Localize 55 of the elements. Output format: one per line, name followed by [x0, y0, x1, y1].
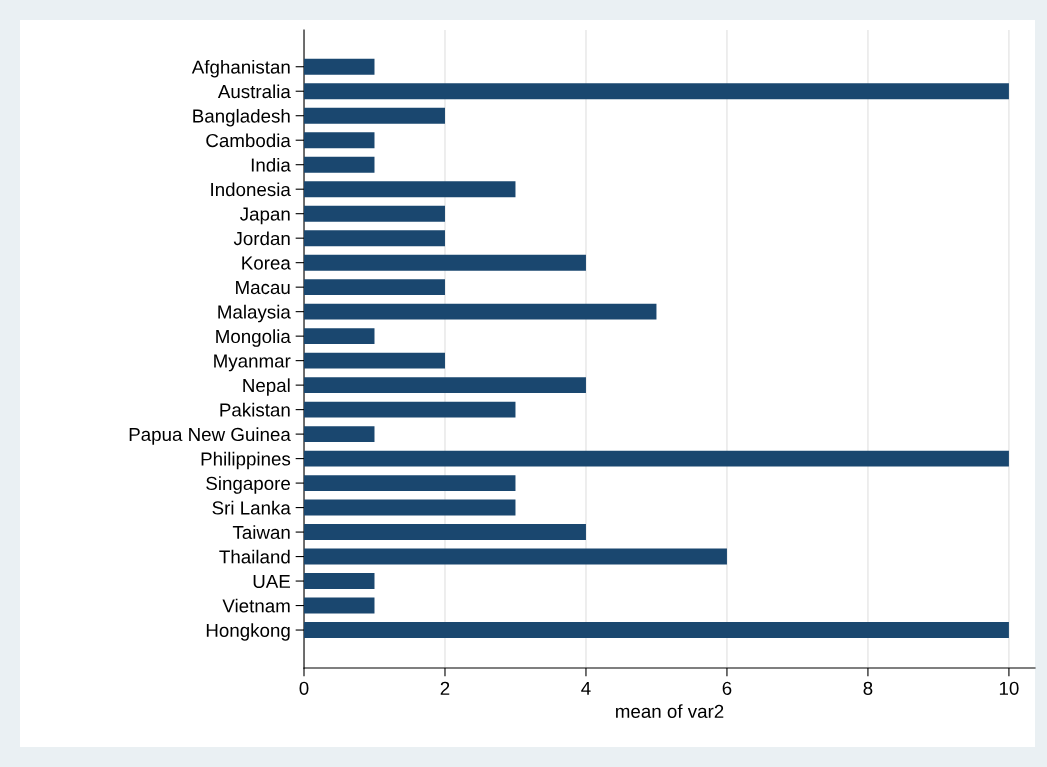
y-tick-label: Japan [240, 207, 290, 225]
bar [304, 303, 657, 320]
y-tick-label: Pakistan [220, 402, 290, 417]
x-tick-label: 0 [299, 681, 309, 695]
bar [304, 573, 375, 590]
y-tick-label: Australia [217, 84, 291, 99]
x-tick-label: 8 [863, 681, 873, 695]
y-tick-label: Philippines [201, 451, 291, 470]
bar [304, 205, 445, 222]
y-tick-label: Mongolia [216, 329, 291, 347]
bar [304, 548, 727, 565]
y-tick-label: Papua New Guinea [129, 427, 291, 445]
bar [304, 622, 1009, 638]
y-tick-label: Macau [236, 281, 290, 295]
y-tick-label: Myanmar [214, 354, 291, 372]
y-tick-label: Vietnam [222, 598, 290, 613]
bar [304, 156, 375, 173]
y-tick-label: Sri Lanka [212, 500, 291, 515]
bar [304, 230, 445, 247]
y-tick-label: Jordan [233, 231, 290, 246]
bar [304, 328, 375, 345]
y-tick-label: Hongkong [206, 623, 290, 641]
bar [304, 279, 445, 296]
y-tick-label: Singapore [206, 476, 290, 494]
y-tick-label: UAE [253, 574, 290, 589]
x-tick-label: 10 [999, 681, 1019, 695]
y-tick-label: Nepal [243, 378, 290, 396]
x-tick-label: 6 [722, 681, 732, 695]
bar [304, 401, 516, 418]
bar [304, 377, 586, 394]
y-tick-label: Indonesia [211, 182, 291, 197]
bar [304, 132, 375, 149]
y-tick-label: India [251, 157, 291, 172]
y-tick-label: Korea [242, 256, 291, 270]
x-tick-label: 4 [581, 681, 591, 695]
bar [304, 597, 375, 614]
bar [304, 475, 516, 492]
x-tick-label: 2 [440, 681, 450, 695]
y-tick-label: Afghanistan [191, 59, 290, 78]
bar [304, 181, 516, 198]
bar [304, 58, 375, 75]
bar [304, 254, 586, 271]
bar [304, 352, 445, 369]
bar [304, 450, 1009, 467]
bar [304, 107, 445, 124]
bar [304, 83, 1009, 100]
y-tick-label: Bangladesh [193, 108, 290, 127]
y-tick-label: Thailand [219, 549, 290, 564]
y-tick-label: Malaysia [218, 304, 291, 323]
bar [304, 426, 375, 443]
y-tick-label: Taiwan [232, 525, 290, 540]
bar [304, 499, 516, 516]
bar [304, 524, 586, 541]
x-axis-title: mean of var2 [616, 704, 724, 718]
y-tick-label: Cambodia [206, 133, 291, 148]
